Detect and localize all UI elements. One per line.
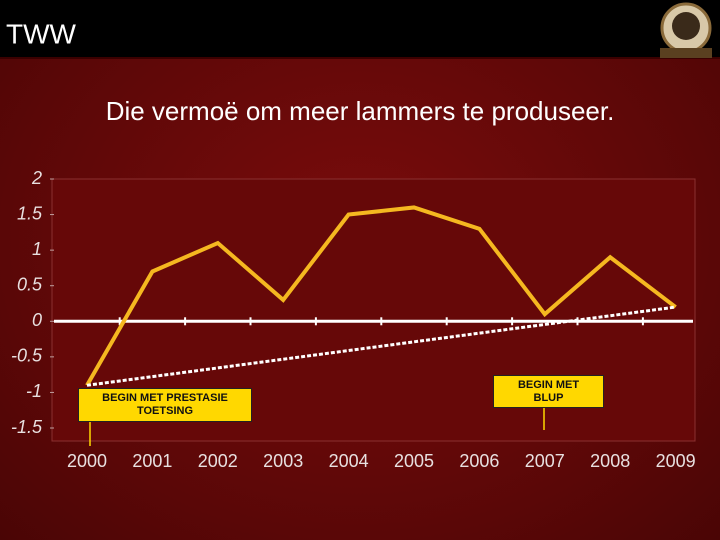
annotation: BEGIN MET BLUP <box>493 375 604 408</box>
x-tick-label: 2007 <box>525 451 565 471</box>
x-tick-label: 2002 <box>198 451 238 471</box>
x-tick-label: 2006 <box>459 451 499 471</box>
y-tick-label: -0.5 <box>11 346 43 366</box>
logo <box>660 2 712 58</box>
chart-title: Die vermoë om meer lammers te produseer. <box>106 96 615 126</box>
y-tick-label: 1 <box>32 239 42 259</box>
data-line <box>85 205 677 387</box>
header-bar <box>0 0 720 58</box>
x-tick-label: 2008 <box>590 451 630 471</box>
header-title: TWW <box>6 18 77 49</box>
x-tick-label: 2001 <box>132 451 172 471</box>
trend-line <box>86 305 676 387</box>
y-tick-label: -1.5 <box>11 417 43 437</box>
x-tick-label: 2009 <box>656 451 696 471</box>
y-tick-label: 2 <box>31 168 42 188</box>
y-tick-label: 1.5 <box>17 203 43 223</box>
x-tick-label: 2003 <box>263 451 303 471</box>
x-tick-label: 2005 <box>394 451 434 471</box>
annotation: BEGIN MET PRESTASIE TOETSING <box>78 388 252 422</box>
x-tick-label: 2004 <box>329 451 369 471</box>
x-tick-label: 2000 <box>67 451 107 471</box>
y-tick-label: 0 <box>32 310 42 330</box>
y-tick-label: 0.5 <box>17 274 43 294</box>
y-tick-label: -1 <box>26 381 42 401</box>
